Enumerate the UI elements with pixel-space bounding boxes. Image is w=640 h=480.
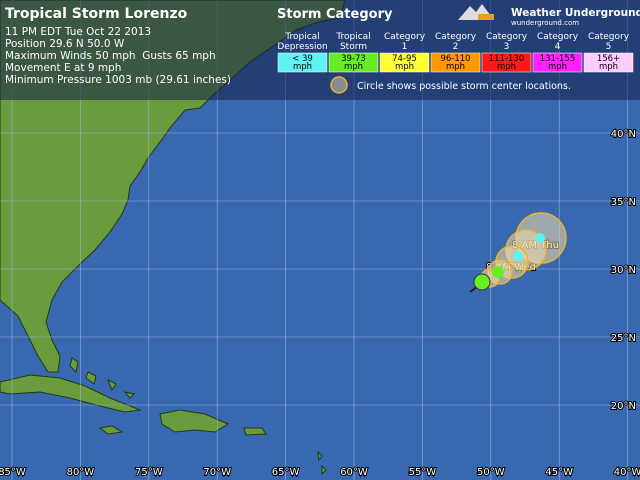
forecast-cone — [469, 212, 567, 293]
category-swatch — [532, 52, 583, 73]
category-swatch — [481, 52, 532, 73]
category-range: mph — [344, 62, 363, 72]
category-name: Category — [435, 32, 477, 42]
category-range: mph — [395, 62, 414, 72]
category-name: Category — [384, 32, 426, 42]
latitude-label: 35°N — [611, 197, 636, 208]
category-name: Tropical — [335, 32, 370, 42]
logo-icon — [478, 14, 494, 20]
legend-title: Storm Category — [277, 7, 393, 22]
category-swatch — [583, 52, 634, 73]
logo-name: Weather Underground — [511, 7, 640, 19]
category-name: Tropical — [284, 32, 319, 42]
category-name: 2 — [453, 42, 459, 52]
title: Tropical Storm Lorenzo — [5, 6, 188, 22]
category-name: Category — [486, 32, 528, 42]
longitude-label: 80°W — [67, 467, 95, 478]
category-range: mph — [497, 62, 516, 72]
category-range: 39-73 — [341, 54, 366, 64]
category-name: Category — [588, 32, 630, 42]
category-name: Storm — [340, 42, 367, 52]
category-range: mph — [599, 62, 618, 72]
category-range: 131-155 — [540, 54, 576, 64]
category-name: 1 — [402, 42, 408, 52]
latitude-label: 40°N — [611, 129, 636, 140]
storm-info: Maximum Winds 50 mph Gusts 65 mph — [5, 50, 216, 62]
longitude-label: 85°W — [0, 467, 26, 478]
category-name: 5 — [606, 42, 612, 52]
category-range: 156+ — [597, 54, 620, 64]
category-swatch — [379, 52, 430, 73]
logo-url: wunderground.com — [511, 19, 579, 27]
storm-info: Movement E at 9 mph — [5, 62, 121, 74]
category-range: < 39 — [292, 54, 313, 64]
category-name: Category — [537, 32, 579, 42]
track-point — [535, 233, 545, 243]
category-swatch — [328, 52, 379, 73]
longitude-label: 45°W — [545, 467, 573, 478]
category-name: 3 — [504, 42, 510, 52]
storm-info: Minimum Pressure 1003 mb (29.61 inches) — [5, 74, 231, 86]
logo — [458, 4, 494, 20]
category-name: Depression — [277, 42, 327, 52]
longitude-label: 50°W — [477, 467, 505, 478]
longitude-label: 60°W — [340, 467, 368, 478]
longitude-label: 75°W — [135, 467, 163, 478]
longitude-label: 70°W — [203, 467, 231, 478]
category-range: 96-110 — [440, 54, 470, 64]
storm-info: 11 PM EDT Tue Oct 22 2013 — [5, 26, 151, 38]
latitude-label: 30°N — [611, 265, 636, 276]
longitude-label: 55°W — [409, 467, 437, 478]
latitude-label: 20°N — [611, 401, 636, 412]
latitude-label: 25°N — [611, 333, 636, 344]
category-range: mph — [548, 62, 567, 72]
header: Tropical Storm Lorenzo 11 PM EDT Tue Oct … — [5, 6, 640, 94]
storm-position — [473, 273, 491, 291]
category-range: 74-95 — [392, 54, 417, 64]
legend-note: Circle shows possible storm center locat… — [357, 81, 571, 92]
longitude-label: 65°W — [272, 467, 300, 478]
track-point — [492, 266, 504, 278]
legend-circle-icon — [330, 76, 348, 94]
category-swatch — [430, 52, 481, 73]
storm-info: Position 29.6 N 50.0 W — [5, 38, 125, 50]
category-range: mph — [446, 62, 465, 72]
category-range: 111-130 — [489, 54, 525, 64]
category-name: 4 — [555, 42, 561, 52]
category-swatch — [277, 52, 328, 73]
longitude-label: 40°W — [614, 467, 640, 478]
header-panel — [0, 0, 640, 100]
track-point — [513, 251, 523, 261]
category-range: mph — [293, 62, 312, 72]
